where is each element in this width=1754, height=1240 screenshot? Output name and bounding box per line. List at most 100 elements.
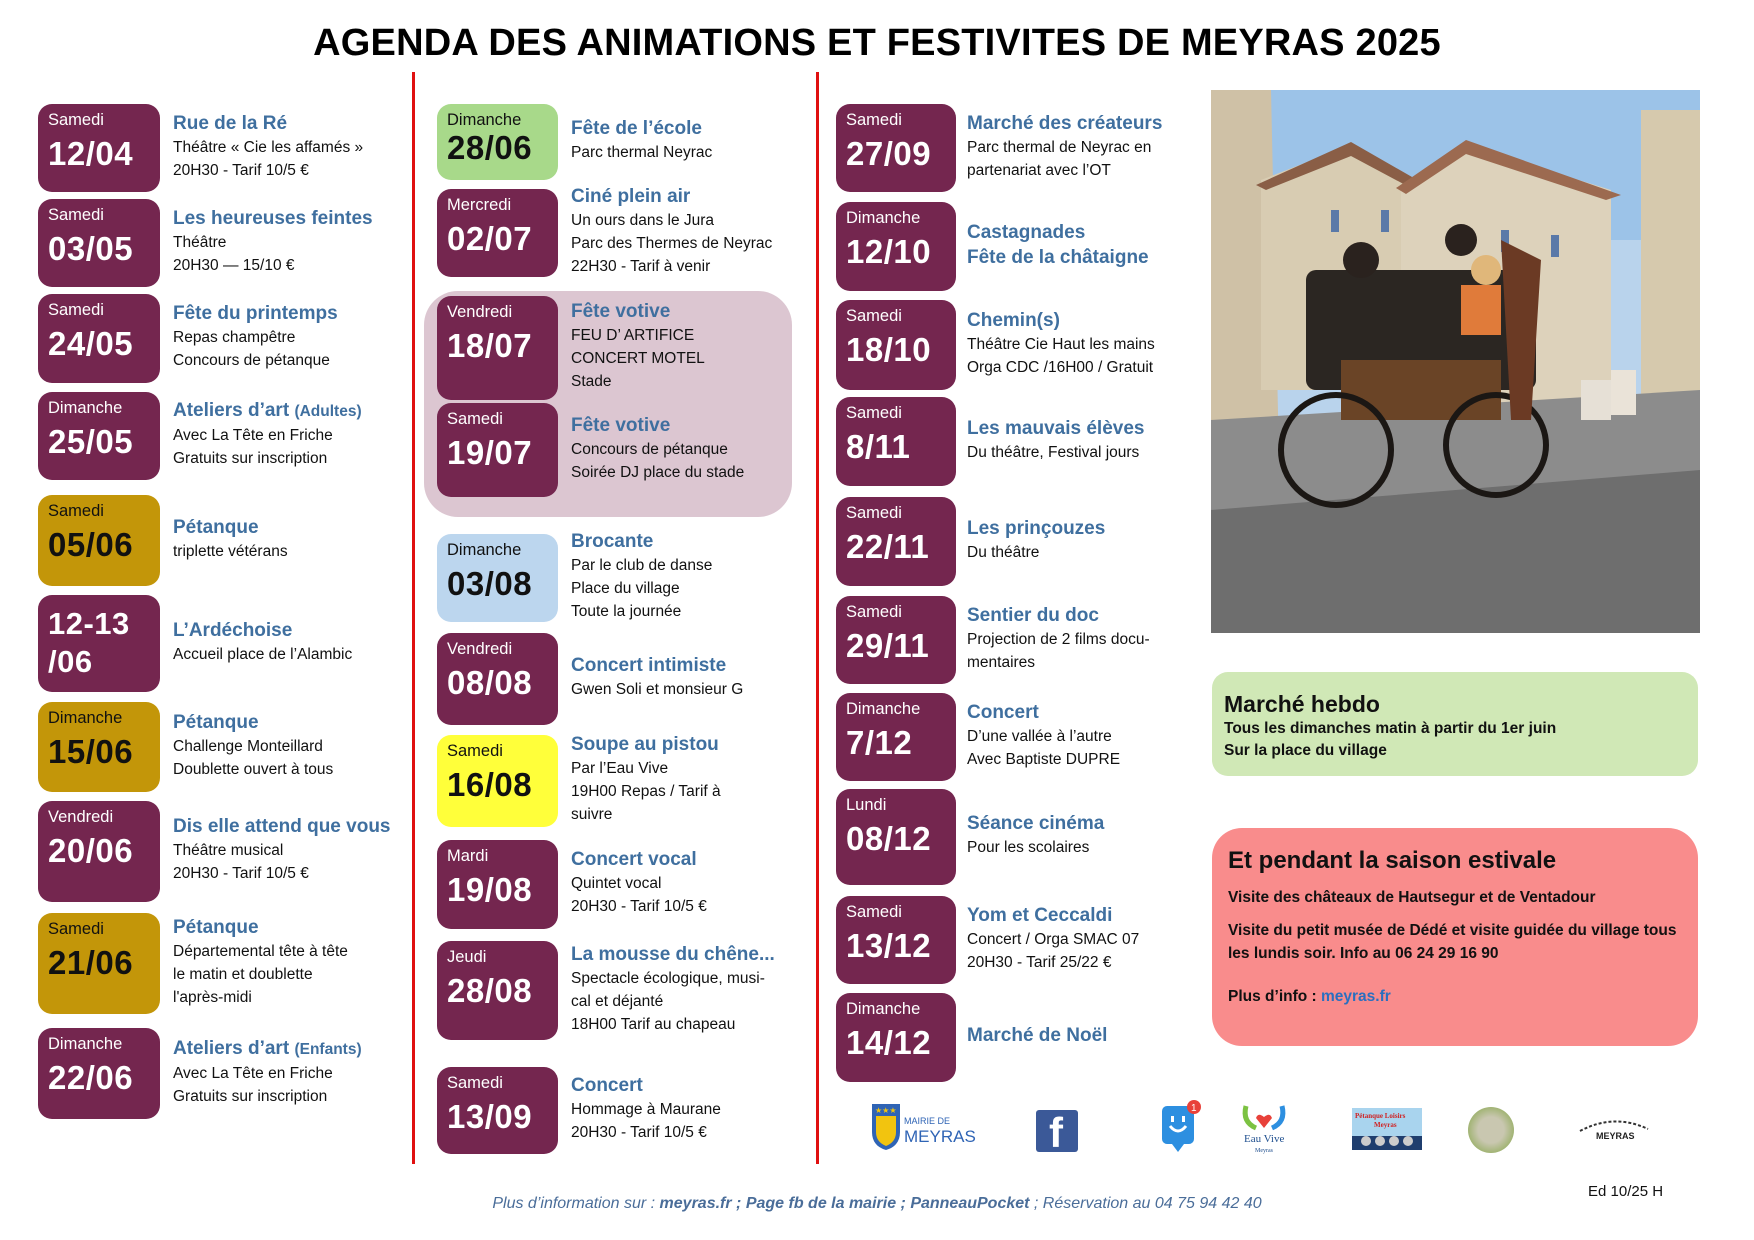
event-title[interactable]: Soupe au pistou — [571, 732, 721, 757]
date-box[interactable]: Samedi 03/05 — [38, 199, 160, 287]
date-box[interactable]: Dimanche 12/10 — [836, 202, 956, 291]
event-line: 20H30 - Tarif 25/22 € — [967, 953, 1112, 971]
date-box[interactable]: Samedi 19/07 — [437, 403, 558, 497]
event-details: Castagnades Fête de la châtaigne — [967, 198, 1149, 291]
date-box[interactable]: Dimanche 22/06 — [38, 1028, 160, 1119]
date-box[interactable]: Samedi 16/08 — [437, 735, 558, 827]
date-box[interactable]: Samedi 27/09 — [836, 104, 956, 192]
event-title[interactable]: Fête votive — [571, 413, 744, 438]
event-title[interactable]: Fête de la châtaigne — [967, 246, 1149, 268]
event-title[interactable]: Fête votive — [571, 299, 705, 324]
event-title[interactable]: Chemin(s) — [967, 308, 1155, 333]
date-box[interactable]: Mercredi 02/07 — [437, 189, 558, 277]
event-day: Dimanche — [48, 709, 123, 727]
event-line: 20H30 - Tarif 10/5 € — [173, 865, 309, 882]
meyras-link[interactable]: meyras.fr — [1321, 988, 1391, 1005]
event-line: l'après-midi — [173, 988, 252, 1006]
event-date: 02/07 — [447, 220, 533, 257]
event-title[interactable]: Concert intimiste — [571, 653, 743, 678]
event-title[interactable]: Concert — [571, 1073, 721, 1098]
event-day: Samedi — [447, 1074, 503, 1092]
date-box[interactable]: Samedi 13/09 — [437, 1067, 558, 1154]
event-title-text: Concert vocal — [571, 849, 697, 870]
date-box[interactable]: Mardi 19/08 — [437, 840, 558, 929]
date-box[interactable]: Vendredi 18/07 — [437, 296, 558, 400]
event-details: Concert intimiste Gwen Soli et monsieur G — [571, 629, 743, 725]
date-box[interactable]: Samedi 18/10 — [836, 300, 956, 390]
event-title[interactable]: Castagnades — [967, 220, 1149, 245]
event-title[interactable]: Dis elle attend que vous — [173, 814, 403, 839]
event-date: 28/06 — [447, 129, 533, 166]
event-title[interactable]: Concert vocal — [571, 847, 707, 872]
event-title[interactable]: Concert — [967, 700, 1120, 725]
date-box[interactable]: Vendredi 08/08 — [437, 633, 558, 725]
date-box[interactable]: 12-13 /06 — [38, 595, 160, 692]
event-title[interactable]: Ciné plein air — [571, 184, 772, 209]
event-title[interactable]: Ateliers d’art (Adultes) — [173, 398, 362, 424]
event-title[interactable]: Les prinçouzes — [967, 516, 1105, 541]
event-day: Jeudi — [447, 948, 487, 966]
event-title[interactable]: L’Ardéchoise — [173, 618, 352, 643]
date-box[interactable]: Samedi 13/12 — [836, 896, 956, 984]
event-title[interactable]: Marché de Noël — [967, 1023, 1107, 1048]
date-box[interactable]: Samedi 8/11 — [836, 397, 956, 486]
event-line: Pour les scolaires — [967, 839, 1090, 856]
date-box[interactable]: Dimanche 15/06 — [38, 702, 160, 792]
panneaupocket-logo[interactable]: 1 — [1160, 1100, 1202, 1156]
date-box[interactable]: Samedi 05/06 — [38, 495, 160, 586]
logo-comite-meyras[interactable]: MEYRAS — [1576, 1115, 1652, 1145]
date-box[interactable]: Dimanche 7/12 — [836, 693, 956, 781]
date-box[interactable]: Dimanche 14/12 — [836, 993, 956, 1082]
event-title[interactable]: Fête du printemps — [173, 301, 338, 326]
event-title[interactable]: Les heureuses feintes — [173, 206, 373, 231]
event-title[interactable]: Séance cinéma — [967, 811, 1104, 836]
event-date: 28/08 — [447, 972, 533, 1009]
event-line: mentaires — [967, 653, 1036, 671]
date-box[interactable]: Dimanche 28/06 — [437, 104, 558, 180]
logo-petanque-loisirs[interactable]: Pétanque Loisirs Meyras — [1352, 1108, 1422, 1150]
date-box[interactable]: Samedi 22/11 — [836, 497, 956, 586]
event-details: Brocante Par le club de danse Place du vil… — [571, 530, 712, 622]
event-title-text: Les heureuses feintes — [173, 207, 373, 229]
date-box[interactable]: Samedi 24/05 — [38, 294, 160, 383]
event-title[interactable]: Pétanque — [173, 515, 288, 540]
children-circle-icon[interactable] — [1468, 1107, 1514, 1153]
logo-eau-vive[interactable]: Eau Vive Meyras — [1238, 1102, 1290, 1154]
event-date: 24/05 — [48, 325, 134, 362]
event-title-text: La mousse du chêne... — [571, 943, 775, 965]
event-line: Place du village — [571, 580, 680, 597]
event-title-text: Marché des créateurs — [967, 112, 1163, 134]
event-title[interactable]: Les mauvais élèves — [967, 416, 1144, 441]
event-title[interactable]: La mousse du chêne... — [571, 942, 775, 967]
event-title[interactable]: Ateliers d’art (Enfants) — [173, 1036, 362, 1062]
event-title-text: Ateliers d’art — [173, 1037, 290, 1059]
date-box[interactable]: Vendredi 20/06 — [38, 801, 160, 902]
event-title[interactable]: Yom et Ceccaldi — [967, 903, 1139, 928]
footer-links[interactable]: meyras.fr ; Page fb de la mairie ; Panne… — [659, 1195, 1030, 1212]
event-title-text: Fête de l’école — [571, 118, 702, 139]
event-title[interactable]: Brocante — [571, 529, 712, 554]
event-title[interactable]: Marché des créateurs — [967, 111, 1162, 136]
event-date: 13/09 — [447, 1098, 533, 1135]
event-line: Avec La Tête en Friche — [173, 1064, 333, 1082]
event-title[interactable]: Fête de l’école — [571, 116, 712, 141]
date-box[interactable]: Dimanche 03/08 — [437, 534, 558, 622]
event-title-text: Sentier du doc — [967, 604, 1099, 626]
event-details: Chemin(s) Théâtre Cie Haut les mains Orga … — [967, 296, 1155, 390]
event-day: Dimanche — [846, 1000, 921, 1018]
date-box[interactable]: Samedi 12/04 — [38, 104, 160, 192]
facebook-icon[interactable]: f — [1036, 1110, 1078, 1156]
event-line: Gwen Soli et monsieur G — [571, 681, 744, 698]
event-title[interactable]: Rue de la Ré — [173, 111, 363, 136]
event-line: le matin et doublette — [173, 965, 313, 983]
event-line: Accueil place de l’Alambic — [173, 645, 353, 663]
event-title[interactable]: Pétanque — [173, 710, 333, 735]
date-box[interactable]: Jeudi 28/08 — [437, 941, 558, 1040]
logo-mairie-meyras[interactable]: ★★★ MAIRIE DE MEYRAS — [870, 1102, 982, 1152]
date-box[interactable]: Samedi 29/11 — [836, 596, 956, 684]
date-box[interactable]: Samedi 21/06 — [38, 913, 160, 1014]
event-title[interactable]: Pétanque — [173, 915, 348, 940]
event-title[interactable]: Sentier du doc — [967, 603, 1150, 628]
date-box[interactable]: Dimanche 25/05 — [38, 392, 160, 480]
date-box[interactable]: Lundi 08/12 — [836, 789, 956, 885]
